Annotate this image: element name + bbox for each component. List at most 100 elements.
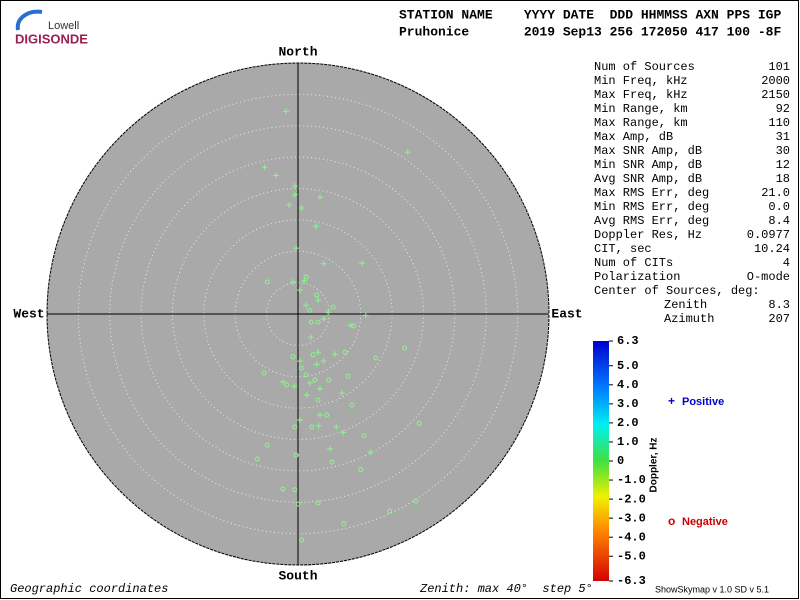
source-negative [315,500,321,506]
source-negative [299,537,305,543]
stat-label: Max RMS Err, deg [594,186,709,200]
source-positive [404,149,411,156]
source-positive [313,223,320,230]
center-title: Center of Sources, deg: [594,284,760,298]
source-positive [298,204,305,211]
source-negative [295,501,301,507]
source-positive [303,302,310,309]
source-positive [301,277,308,284]
source-positive [283,108,290,115]
footer-left: Geographic coordinates [10,582,168,596]
source-negative [358,467,364,473]
stat-value: 18 [776,172,790,186]
stat-value: O-mode [747,270,790,284]
source-negative [351,323,357,329]
source-positive [347,322,354,329]
source-negative [330,304,336,310]
source-positive [289,278,296,285]
stat-label: Num of Sources [594,60,695,74]
direction-label: North [278,44,317,59]
source-negative [314,292,320,298]
source-negative [309,424,315,430]
stat-value: 21.0 [761,186,790,200]
source-positive [303,391,310,398]
footer-middle: Zenith: max 40° step 5° [419,582,593,596]
source-negative [312,377,318,383]
source-negative [310,352,316,358]
source-positive [333,423,340,430]
source-positive [291,191,298,198]
logo-swoosh [15,9,43,31]
source-negative [308,319,314,325]
stat-label: Avg SNR Amp, dB [594,172,702,186]
center-label: Azimuth [664,312,714,326]
colorbar-tick-label: -3.0 [617,511,646,525]
source-positive [367,449,374,456]
source-negative [373,355,379,361]
source-positive [340,429,347,436]
source-negative [280,486,286,492]
colorbar-tick-label: 5.0 [617,359,639,373]
source-positive [338,390,345,397]
colorbar-tick-label: 2.0 [617,416,639,430]
stat-value: 101 [768,60,790,74]
source-positive [320,260,327,267]
source-positive [320,316,327,323]
legend-symbol: + [668,394,675,408]
source-positive [296,417,303,424]
source-positive [313,361,320,368]
stat-label: Max SNR Amp, dB [594,144,702,158]
stat-value: 4 [783,256,790,270]
legend-symbol: o [668,514,675,528]
source-negative [303,372,309,378]
source-positive [316,194,323,201]
colorbar-tick-label: -2.0 [617,492,646,506]
stat-label: Max Amp, dB [594,130,673,144]
source-positive [291,383,298,390]
stat-value: 0.0977 [747,228,790,242]
source-negative [284,382,290,388]
colorbar-tick-label: -1.0 [617,473,646,487]
source-positive [273,172,280,179]
direction-label: East [551,306,582,321]
stat-value: 2150 [761,88,790,102]
colorbar-tick-label: 4.0 [617,378,639,392]
stat-label: Min RMS Err, deg [594,200,709,214]
stat-label: Num of CITs [594,256,673,270]
source-negative [402,345,408,351]
source-positive [325,309,332,316]
source-positive [327,445,334,452]
source-negative [342,349,348,355]
source-positive [315,349,322,356]
source-positive [332,351,339,358]
source-positive [316,412,323,419]
stat-label: Max Freq, kHz [594,88,688,102]
stat-value: 110 [768,116,790,130]
center-value: 8.3 [768,298,790,312]
source-negative [416,420,422,426]
stat-value: 8.4 [768,214,790,228]
colorbar [593,341,609,581]
stat-label: Max Range, km [594,116,688,130]
stat-value: 12 [776,158,790,172]
center-label: Zenith [664,298,707,312]
colorbar-tick-label: -5.0 [617,549,646,563]
stat-label: Min SNR Amp, dB [594,158,702,172]
source-negative [329,459,335,465]
source-negative [264,442,270,448]
source-negative [254,456,260,462]
source-positive [291,182,298,189]
source-positive [293,245,300,252]
source-negative [361,433,367,439]
source-positive [286,201,293,208]
stat-label: Min Range, km [594,102,688,116]
source-negative [413,498,419,504]
stat-value: 92 [776,102,790,116]
source-positive [315,297,322,304]
source-negative [264,279,270,285]
stat-value: 31 [776,130,790,144]
source-positive [261,164,268,171]
header-values: Pruhonice 2019 Sep13 256 172050 417 100 … [399,24,781,39]
